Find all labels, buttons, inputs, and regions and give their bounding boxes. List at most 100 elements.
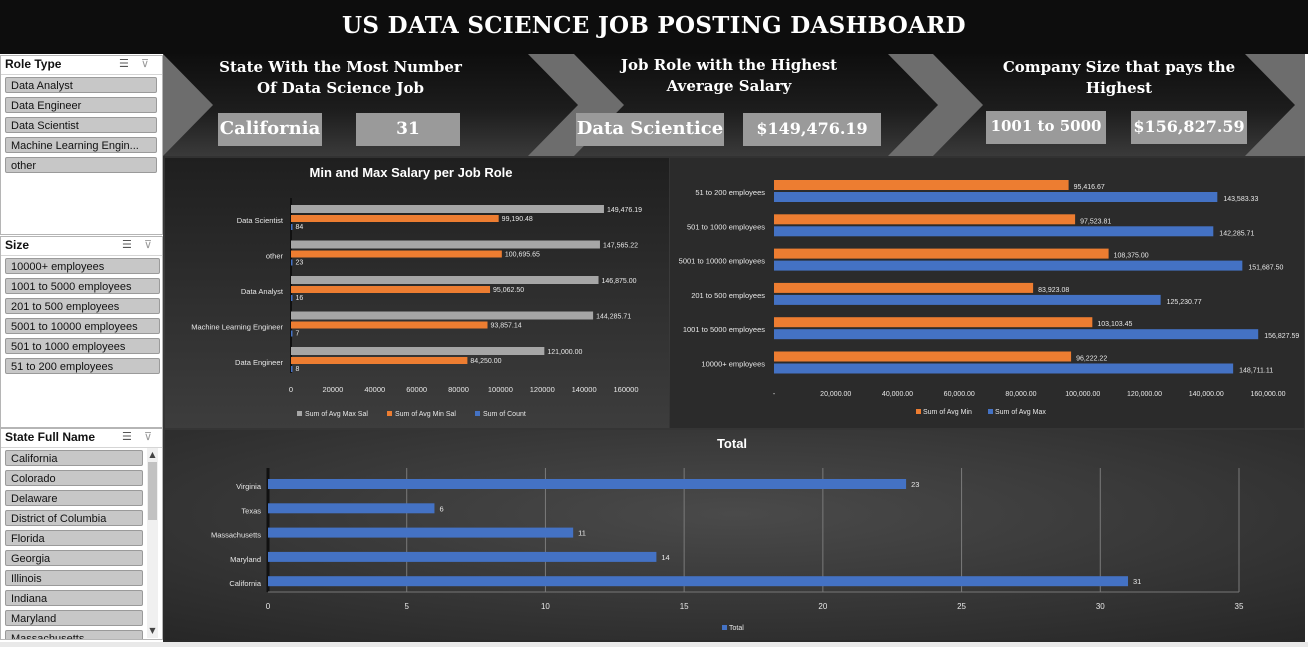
data-label: 7 xyxy=(296,331,300,338)
slicer-item[interactable]: 51 to 200 employees xyxy=(5,358,160,374)
data-label: 97,523.81 xyxy=(1080,218,1111,225)
data-label: 83,923.08 xyxy=(1038,287,1069,294)
slicer-item[interactable]: 1001 to 5000 employees xyxy=(5,278,160,294)
multi-select-icon[interactable]: ☰ xyxy=(122,431,135,443)
clear-filter-icon[interactable]: ⊽ xyxy=(144,238,157,251)
bar-avg-max-sal xyxy=(291,276,599,284)
bar-total xyxy=(268,479,906,489)
bar-avg-min-sal xyxy=(291,215,499,222)
legend-label: Sum of Count xyxy=(483,411,526,418)
data-label: 84 xyxy=(296,224,304,231)
slicer-item[interactable]: Data Analyst xyxy=(5,77,157,93)
bar-avg-min-sal xyxy=(291,251,502,258)
slicer-state[interactable]: State Full Name ☰ ⊽ California Colorado … xyxy=(0,428,163,640)
x-tick-label: 120000 xyxy=(530,385,555,394)
slicer-item[interactable]: Data Scientist xyxy=(5,117,157,133)
bar-avg-max-sal xyxy=(291,241,600,249)
scroll-up-icon[interactable]: ▲ xyxy=(147,450,158,460)
slicer-item[interactable]: Indiana xyxy=(5,590,143,606)
slicer-item[interactable]: other xyxy=(5,157,157,173)
slicer-item[interactable]: Massachusetts xyxy=(5,630,143,640)
bar-avg-min xyxy=(774,352,1071,362)
chart-title: Total xyxy=(717,436,747,451)
slicer-role-type[interactable]: Role Type ☰ ⊽ Data Analyst Data Engineer… xyxy=(0,55,163,235)
x-tick-label: 160,000.00 xyxy=(1250,391,1285,398)
sheet-grid-strip xyxy=(0,642,1308,647)
data-label: 6 xyxy=(439,504,443,513)
scroll-thumb[interactable] xyxy=(148,462,157,520)
slicer-item[interactable]: Illinois xyxy=(5,570,143,586)
data-label: 125,230.77 xyxy=(1167,299,1202,306)
x-tick-label: 30 xyxy=(1096,602,1105,611)
slicer-size[interactable]: Size ☰ ⊽ 10000+ employees 1001 to 5000 e… xyxy=(0,236,163,428)
legend-label: Sum of Avg Max xyxy=(995,409,1046,416)
legend-swatch xyxy=(988,409,993,414)
x-tick-label: 60,000.00 xyxy=(944,391,975,398)
x-tick-label: 0 xyxy=(266,602,271,611)
multi-select-icon[interactable]: ☰ xyxy=(119,58,132,70)
multi-select-icon[interactable]: ☰ xyxy=(122,239,135,251)
slicer-item[interactable]: California xyxy=(5,450,143,466)
slicer-item[interactable]: Machine Learning Engin... xyxy=(5,137,157,153)
category-label: Texas xyxy=(241,506,261,515)
slicer-item[interactable]: 201 to 500 employees xyxy=(5,298,160,314)
x-tick-label: 160000 xyxy=(613,385,638,394)
slicer-item[interactable]: Colorado xyxy=(5,470,143,486)
category-label: Machine Learning Engineer xyxy=(191,323,283,332)
data-label: 103,103.45 xyxy=(1097,321,1132,328)
data-label: 31 xyxy=(1133,577,1141,586)
category-label: Data Scientist xyxy=(237,216,284,225)
x-tick-label: 40000 xyxy=(364,385,385,394)
category-label: Virginia xyxy=(236,482,262,491)
kpi-title-line: Of Data Science Job xyxy=(208,78,473,99)
slicer-header: Role Type ☰ ⊽ xyxy=(1,56,162,75)
bar-avg-max-sal xyxy=(291,312,593,320)
data-label: 11 xyxy=(578,529,586,538)
data-label: 93,857.14 xyxy=(491,323,522,330)
category-label: 5001 to 10000 employees xyxy=(679,257,766,266)
x-tick-label: - xyxy=(773,391,776,398)
bar-total xyxy=(268,503,434,513)
bar-avg-min xyxy=(774,283,1033,293)
slicer-item[interactable]: Florida xyxy=(5,530,143,546)
category-label: Maryland xyxy=(230,555,261,564)
bar-total xyxy=(268,552,656,562)
data-label: 108,375.00 xyxy=(1114,253,1149,260)
legend-label: Sum of Avg Min xyxy=(923,409,972,416)
slicer-item[interactable]: Maryland xyxy=(5,610,143,626)
kpi-title-line: Company Size that pays the xyxy=(988,57,1250,78)
x-tick-label: 120,000.00 xyxy=(1127,391,1162,398)
x-tick-label: 140000 xyxy=(572,385,597,394)
scroll-down-icon[interactable]: ▼ xyxy=(147,626,158,636)
bar-count xyxy=(291,260,293,266)
data-label: 96,222.22 xyxy=(1076,356,1107,363)
kpi-state-count: 31 xyxy=(356,113,460,146)
slicer-item[interactable]: District of Columbia xyxy=(5,510,143,526)
category-label: Data Engineer xyxy=(235,358,283,367)
slicer-item[interactable]: Georgia xyxy=(5,550,143,566)
data-label: 143,583.33 xyxy=(1223,196,1258,203)
slicer-item[interactable]: Delaware xyxy=(5,490,143,506)
x-tick-label: 20000 xyxy=(322,385,343,394)
slicer-item[interactable]: 5001 to 10000 employees xyxy=(5,318,160,334)
x-tick-label: 0 xyxy=(289,385,293,394)
data-label: 84,250.00 xyxy=(470,358,501,365)
bar-avg-min-sal xyxy=(291,286,490,293)
slicer-item[interactable]: 501 to 1000 employees xyxy=(5,338,160,354)
kpi-title-line: Average Salary xyxy=(598,76,860,97)
slicer-item[interactable]: Data Engineer xyxy=(5,97,157,113)
x-tick-label: 140,000.00 xyxy=(1189,391,1224,398)
clear-filter-icon[interactable]: ⊽ xyxy=(141,57,154,70)
slicer-item[interactable]: 10000+ employees xyxy=(5,258,160,274)
category-label: California xyxy=(229,579,262,588)
category-label: Data Analyst xyxy=(241,287,284,296)
slicer-header: State Full Name ☰ ⊽ xyxy=(1,429,162,448)
kpi-state-title: State With the Most Number Of Data Scien… xyxy=(208,57,473,99)
data-label: 8 xyxy=(296,366,300,373)
legend-label: Sum of Avg Max Sal xyxy=(305,411,368,418)
clear-filter-icon[interactable]: ⊽ xyxy=(144,430,157,443)
data-label: 147,565.22 xyxy=(603,243,638,250)
scrollbar[interactable]: ▲ ▼ xyxy=(147,448,158,638)
kpi-title-line: Highest xyxy=(988,78,1250,99)
legend-swatch xyxy=(297,411,302,416)
